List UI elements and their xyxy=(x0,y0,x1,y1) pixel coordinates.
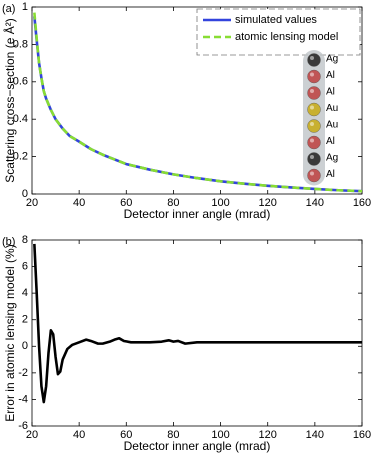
y-tick-label: 6 xyxy=(22,260,28,272)
x-tick-label: 40 xyxy=(73,197,85,209)
atom xyxy=(307,168,321,183)
x-tick-label: 80 xyxy=(167,429,179,441)
y-tick-label: -6 xyxy=(18,420,28,432)
x-tick-label: 160 xyxy=(353,197,371,209)
atom-highlight xyxy=(310,138,314,143)
x-tick-label: 120 xyxy=(259,197,277,209)
atom xyxy=(307,152,321,166)
atom-highlight xyxy=(310,89,314,93)
y-tick-label: 1 xyxy=(22,1,28,13)
panel-label: (b) xyxy=(2,236,15,248)
y-tick-label: 0 xyxy=(22,188,28,200)
atom-label: Al xyxy=(326,87,335,98)
data-line xyxy=(33,12,363,193)
legend-box xyxy=(196,8,361,56)
y-tick-label: 0.4 xyxy=(13,113,28,125)
atom xyxy=(307,102,321,117)
atom-highlight xyxy=(310,105,314,110)
x-axis-label: Detector inner angle (mrad) xyxy=(124,439,271,453)
atom-label: Au xyxy=(326,103,338,114)
atom-highlight xyxy=(310,155,314,159)
x-axis-label: Detector inner angle (mrad) xyxy=(124,207,271,221)
y-tick-label: 0.8 xyxy=(13,38,28,50)
legend-label: atomic lensing model xyxy=(235,31,338,43)
atom xyxy=(307,86,321,100)
x-tick-label: 140 xyxy=(306,197,324,209)
y-tick-label: 0.2 xyxy=(13,151,28,163)
y-tick-label: -4 xyxy=(18,393,28,405)
atom-highlight xyxy=(310,56,314,60)
y-tick-label: 0 xyxy=(22,340,28,352)
x-tick-label: 60 xyxy=(120,197,132,209)
x-tick-label: 80 xyxy=(167,197,179,209)
y-tick-label: 8 xyxy=(22,234,28,246)
y-tick-label: 2 xyxy=(22,314,28,326)
x-tick-label: 160 xyxy=(353,429,371,441)
y-tick-label: 0.6 xyxy=(13,76,28,88)
legend-label: simulated values xyxy=(235,14,317,26)
x-tick-label: 20 xyxy=(26,197,38,209)
y-tick-label: -2 xyxy=(18,367,28,379)
atom-label: Ag xyxy=(326,54,338,65)
y-tick-label: 4 xyxy=(22,287,28,299)
atom-highlight xyxy=(310,72,314,77)
panel-label: (a) xyxy=(2,3,15,15)
x-tick-label: 40 xyxy=(73,429,85,441)
atom-column-shadow xyxy=(303,50,325,186)
data-line xyxy=(33,243,362,404)
atom xyxy=(307,135,321,150)
x-tick-label: 120 xyxy=(259,429,277,441)
y-axis-label: Error in atomic lensing model (%) xyxy=(3,244,17,421)
x-tick-label: 140 xyxy=(306,429,324,441)
x-tick-label: 20 xyxy=(26,429,38,441)
x-tick-label: 100 xyxy=(211,197,229,209)
atom-label: Al xyxy=(326,136,335,147)
atom-label: Al xyxy=(326,70,335,81)
y-axis-label: Scattering cross−section (e Å²) xyxy=(2,18,17,182)
atom-highlight xyxy=(310,122,314,126)
x-tick-label: 60 xyxy=(120,429,132,441)
plot-area xyxy=(31,239,363,427)
atom-label: Al xyxy=(326,169,335,180)
atom-label: Ag xyxy=(326,153,338,164)
atom-label: Au xyxy=(326,120,338,131)
x-tick-label: 100 xyxy=(211,429,229,441)
atom xyxy=(307,53,321,67)
atom xyxy=(307,69,321,84)
atom xyxy=(307,119,321,133)
atom-highlight xyxy=(310,171,314,176)
